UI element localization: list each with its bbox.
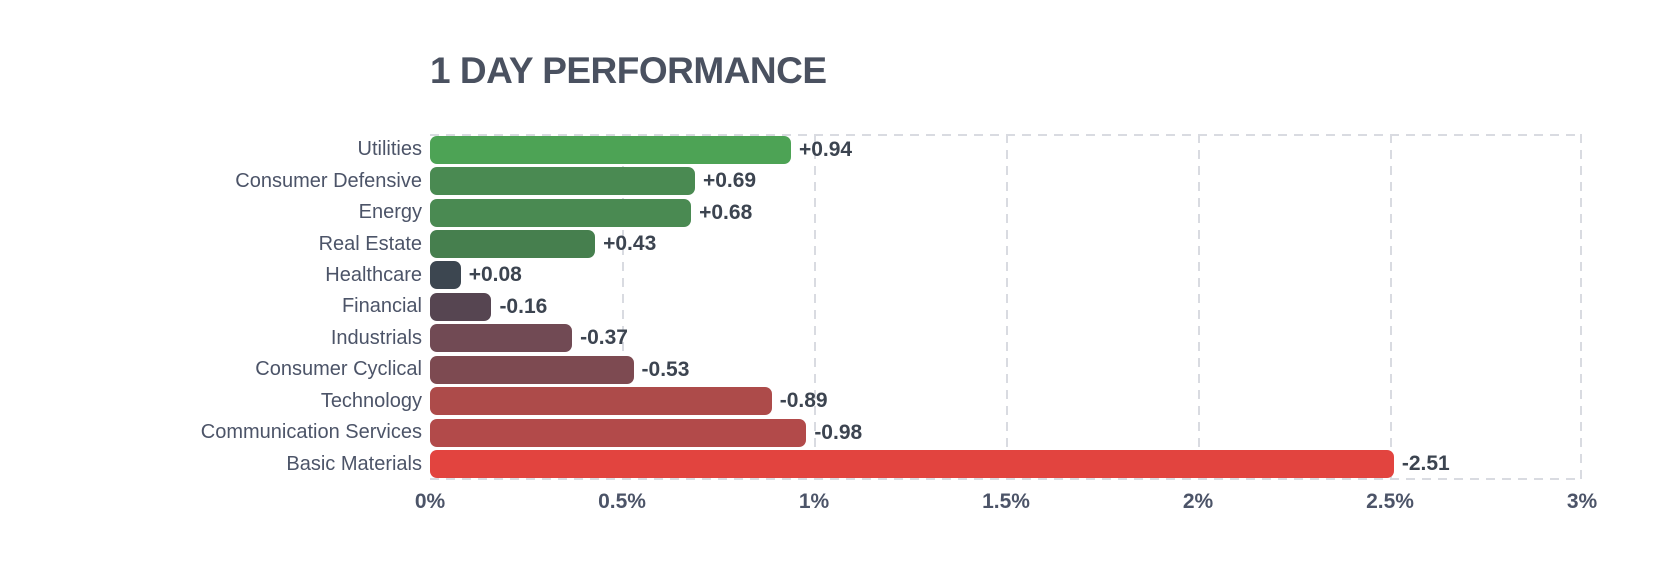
- x-tick-label: 0%: [414, 490, 446, 513]
- bar-track: -0.89: [430, 386, 1582, 417]
- value-label: +0.69: [702, 169, 757, 193]
- performance-bar[interactable]: [430, 198, 692, 227]
- bar-row: Energy +0.68: [120, 197, 1582, 228]
- performance-bar[interactable]: [430, 387, 772, 416]
- bar-row: Basic Materials -2.51: [120, 448, 1582, 479]
- category-label: Energy: [358, 201, 422, 224]
- x-tick-label: 1.5%: [982, 490, 1030, 513]
- bar-track: -0.37: [430, 323, 1582, 354]
- chart-title: 1 DAY PERFORMANCE: [430, 50, 827, 91]
- category-label: Communication Services: [200, 421, 422, 444]
- performance-bar[interactable]: [430, 418, 807, 447]
- category-label: Technology: [320, 389, 422, 412]
- value-label: -0.98: [814, 420, 863, 444]
- bar-row: Communication Services -0.98: [120, 417, 1582, 448]
- value-label: -2.51: [1401, 452, 1450, 476]
- x-tick-label: 3%: [1566, 490, 1598, 513]
- bar-row: Consumer Defensive +0.69: [120, 165, 1582, 196]
- bar-track: -0.53: [430, 354, 1582, 385]
- category-label: Consumer Cyclical: [255, 358, 422, 381]
- category-label: Utilities: [357, 138, 422, 161]
- x-tick-label: 2.5%: [1366, 490, 1414, 513]
- bar-row: Healthcare +0.08: [120, 260, 1582, 291]
- bar-track: -0.98: [430, 417, 1582, 448]
- bar-row: Consumer Cyclical -0.53: [120, 354, 1582, 385]
- bar-track: +0.94: [430, 134, 1582, 165]
- bar-track: +0.43: [430, 228, 1582, 259]
- bar-rows: Utilities +0.94 Consumer Defensive +0.69 Ene…: [120, 134, 1582, 480]
- category-label: Consumer Defensive: [235, 169, 422, 192]
- performance-bar[interactable]: [430, 261, 461, 290]
- bar-track: +0.08: [430, 260, 1582, 291]
- performance-bar[interactable]: [430, 135, 791, 164]
- bar-track: +0.68: [430, 197, 1582, 228]
- x-tick-label: 0.5%: [598, 490, 646, 513]
- x-tick-label: 1%: [798, 490, 830, 513]
- bar-row: Technology -0.89: [120, 386, 1582, 417]
- performance-bar[interactable]: [430, 230, 596, 259]
- bar-row: Real Estate +0.43: [120, 228, 1582, 259]
- value-label: +0.08: [468, 263, 522, 287]
- value-label: -0.37: [580, 326, 628, 350]
- bar-row: Financial -0.16: [120, 291, 1582, 322]
- performance-bar[interactable]: [430, 167, 695, 196]
- bar-row: Industrials -0.37: [120, 323, 1582, 354]
- value-label: -0.89: [779, 389, 828, 413]
- x-axis: 0% 0.5% 1% 1.5% 2% 2.5% 3%: [415, 490, 1597, 520]
- category-label: Industrials: [330, 326, 422, 349]
- x-tick-label: 2%: [1182, 490, 1214, 513]
- value-label: -0.53: [641, 357, 690, 381]
- performance-bar[interactable]: [430, 450, 1394, 479]
- bar-track: +0.69: [430, 165, 1582, 196]
- bar-row: Utilities +0.94: [120, 134, 1582, 165]
- value-label: +0.43: [603, 232, 657, 256]
- performance-bar[interactable]: [430, 324, 573, 353]
- bar-track: -0.16: [430, 291, 1582, 322]
- bar-track: -2.51: [430, 448, 1582, 479]
- category-label: Real Estate: [318, 232, 422, 255]
- performance-bar[interactable]: [430, 355, 634, 384]
- value-label: -0.16: [499, 294, 548, 318]
- value-label: +0.68: [699, 200, 753, 224]
- category-label: Healthcare: [325, 263, 422, 286]
- category-label: Basic Materials: [286, 452, 422, 475]
- category-label: Financial: [341, 295, 422, 318]
- performance-bar[interactable]: [430, 292, 492, 321]
- value-label: +0.94: [798, 137, 853, 161]
